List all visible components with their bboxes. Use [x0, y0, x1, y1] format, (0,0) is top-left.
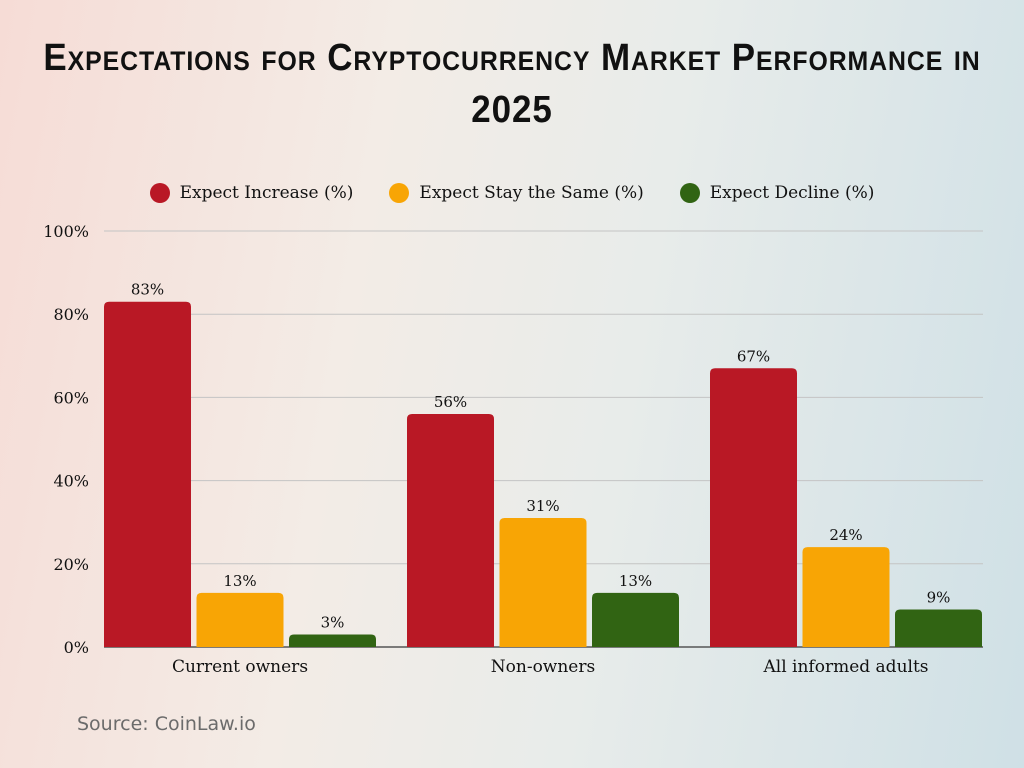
data-label: 9% — [927, 589, 951, 607]
bar — [499, 518, 587, 647]
bar — [802, 547, 890, 647]
legend-item: Expect Decline (%) — [679, 183, 875, 203]
data-label: 13% — [619, 572, 652, 590]
data-label: 3% — [321, 614, 345, 632]
data-label: 24% — [829, 526, 862, 544]
source-note: Source: CoinLaw.io — [77, 713, 256, 735]
x-tick-label: All informed adults — [762, 657, 928, 677]
legend-item: Expect Increase (%) — [149, 183, 354, 203]
legend-swatch — [149, 183, 170, 203]
legend-swatch — [389, 183, 410, 203]
bar — [592, 592, 679, 647]
x-tick-label: Current owners — [172, 657, 308, 677]
y-tick-label: 40% — [53, 472, 89, 491]
data-label: 67% — [737, 347, 770, 365]
bar — [104, 301, 191, 647]
legend: Expect Increase (%) Expect Stay the Same … — [0, 183, 1024, 203]
x-tick-label: Non-owners — [491, 657, 595, 677]
bar — [407, 414, 494, 647]
y-tick-label: 20% — [53, 555, 89, 574]
data-label: 13% — [223, 572, 256, 590]
data-label: 83% — [131, 281, 164, 299]
bar — [196, 592, 284, 647]
legend-label: Expect Increase (%) — [179, 183, 354, 203]
legend-label: Expect Stay the Same (%) — [419, 183, 644, 203]
bar — [289, 634, 376, 647]
chart-title: Expectations for Cryptocurrency Market P… — [43, 37, 981, 131]
bar — [895, 609, 982, 647]
y-tick-label: 60% — [53, 388, 89, 407]
data-label: 31% — [526, 497, 559, 515]
y-tick-label: 0% — [64, 638, 89, 657]
bar — [710, 368, 797, 647]
legend-label: Expect Decline (%) — [709, 183, 875, 203]
legend-item: Expect Stay the Same (%) — [389, 183, 644, 203]
legend-swatch — [679, 183, 700, 203]
y-tick-label: 100% — [43, 222, 89, 241]
data-label: 56% — [434, 393, 467, 411]
y-tick-label: 80% — [53, 305, 89, 324]
